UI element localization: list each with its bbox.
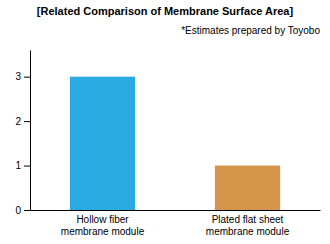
tick-mark <box>24 121 30 122</box>
tick: Plated flat sheetmembrane module <box>206 214 290 237</box>
x-axis: Hollow fibermembrane modulePlated flat s… <box>31 211 321 237</box>
axis-line <box>30 51 31 211</box>
tick: 3 <box>15 71 30 82</box>
tick-label-line: membrane module <box>61 226 145 237</box>
axis-line <box>31 210 321 211</box>
tick-mark <box>24 166 30 167</box>
plot: 0123Hollow fibermembrane modulePlated fl… <box>15 51 320 237</box>
tick: 0 <box>15 205 30 216</box>
y-axis: 0 1 2 3 <box>15 51 30 216</box>
chart: [Related Comparison of Membrane Surface … <box>0 0 330 244</box>
tick: 1 <box>15 160 30 171</box>
tick-label-line: Hollow fiber <box>76 214 129 225</box>
tick: Hollow fibermembrane module <box>61 214 145 237</box>
tick-label: 3 <box>15 71 21 82</box>
tick-label: Plated flat sheetmembrane module <box>206 214 290 237</box>
tick-label: 1 <box>15 160 21 171</box>
tick-label-line: Plated flat sheet <box>212 214 284 225</box>
bars <box>70 77 280 210</box>
tick-mark <box>24 210 30 211</box>
title: [Related Comparison of Membrane Surface … <box>37 5 294 17</box>
tick: 2 <box>15 116 30 127</box>
tick-label-line: membrane module <box>206 226 290 237</box>
subtitle: *Estimates prepared by Toyobo <box>181 25 320 36</box>
tick-label: 0 <box>15 205 21 216</box>
tick-label: Hollow fibermembrane module <box>61 214 145 237</box>
bar <box>70 77 135 210</box>
tick-mark <box>24 77 30 78</box>
bar <box>215 166 280 210</box>
tick-label: 2 <box>15 116 21 127</box>
